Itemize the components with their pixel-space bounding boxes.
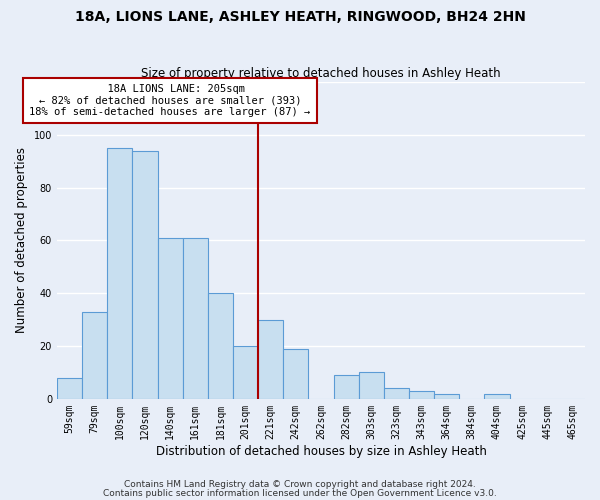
Y-axis label: Number of detached properties: Number of detached properties (15, 148, 28, 334)
X-axis label: Distribution of detached houses by size in Ashley Heath: Distribution of detached houses by size … (155, 444, 487, 458)
Bar (57, 378, 82, 399)
Text: 18A LIONS LANE: 205sqm
← 82% of detached houses are smaller (393)
18% of semi-de: 18A LIONS LANE: 205sqm ← 82% of detached… (29, 84, 311, 117)
Bar (384, 388, 409, 399)
Bar (233, 346, 258, 399)
Bar (158, 238, 182, 399)
Bar (409, 391, 434, 399)
Bar (334, 375, 359, 399)
Text: 18A, LIONS LANE, ASHLEY HEATH, RINGWOOD, BH24 2HN: 18A, LIONS LANE, ASHLEY HEATH, RINGWOOD,… (74, 10, 526, 24)
Text: Contains HM Land Registry data © Crown copyright and database right 2024.: Contains HM Land Registry data © Crown c… (124, 480, 476, 489)
Bar (434, 394, 459, 399)
Bar (484, 394, 509, 399)
Bar (133, 150, 158, 399)
Bar (82, 312, 107, 399)
Title: Size of property relative to detached houses in Ashley Heath: Size of property relative to detached ho… (141, 66, 501, 80)
Text: Contains public sector information licensed under the Open Government Licence v3: Contains public sector information licen… (103, 488, 497, 498)
Bar (107, 148, 133, 399)
Bar (283, 348, 308, 399)
Bar (258, 320, 283, 399)
Bar (359, 372, 384, 399)
Bar (208, 293, 233, 399)
Bar (182, 238, 208, 399)
